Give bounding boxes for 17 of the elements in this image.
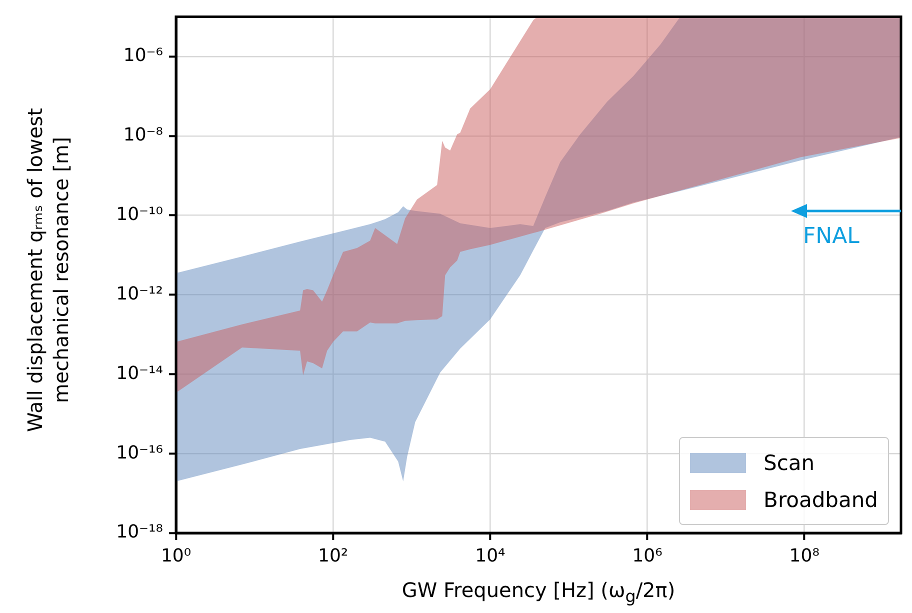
- legend-label: Broadband: [764, 488, 878, 512]
- y-tick-label: 10⁻¹⁸: [116, 522, 163, 543]
- x-tick-label: 10⁸: [789, 545, 820, 566]
- x-tick-label: 10⁰: [160, 545, 192, 566]
- x-tick-label: 10⁶: [632, 545, 662, 566]
- x-tick-label: 10²: [318, 545, 348, 566]
- y-tick-label: 10⁻⁶: [123, 45, 163, 66]
- y-axis-title: Wall displacement qᵣₘₛ of lowest mechanical resonance [m]: [22, 107, 74, 434]
- legend-label: Scan: [764, 450, 815, 474]
- x-tick-label: 10⁴: [475, 545, 506, 566]
- y-tick-label: 10⁻¹²: [116, 283, 163, 304]
- y-tick-label: 10⁻¹⁴: [116, 362, 163, 384]
- y-tick-label: 10⁻¹⁰: [116, 204, 163, 226]
- y-tick-label: 10⁻⁸: [123, 124, 163, 146]
- y-tick-label: 10⁻¹⁶: [116, 442, 163, 464]
- annotation: FNAL: [803, 224, 860, 249]
- x-axis-title: GW Frequency [Hz] (ω$_{g}$/2π): [400, 578, 676, 606]
